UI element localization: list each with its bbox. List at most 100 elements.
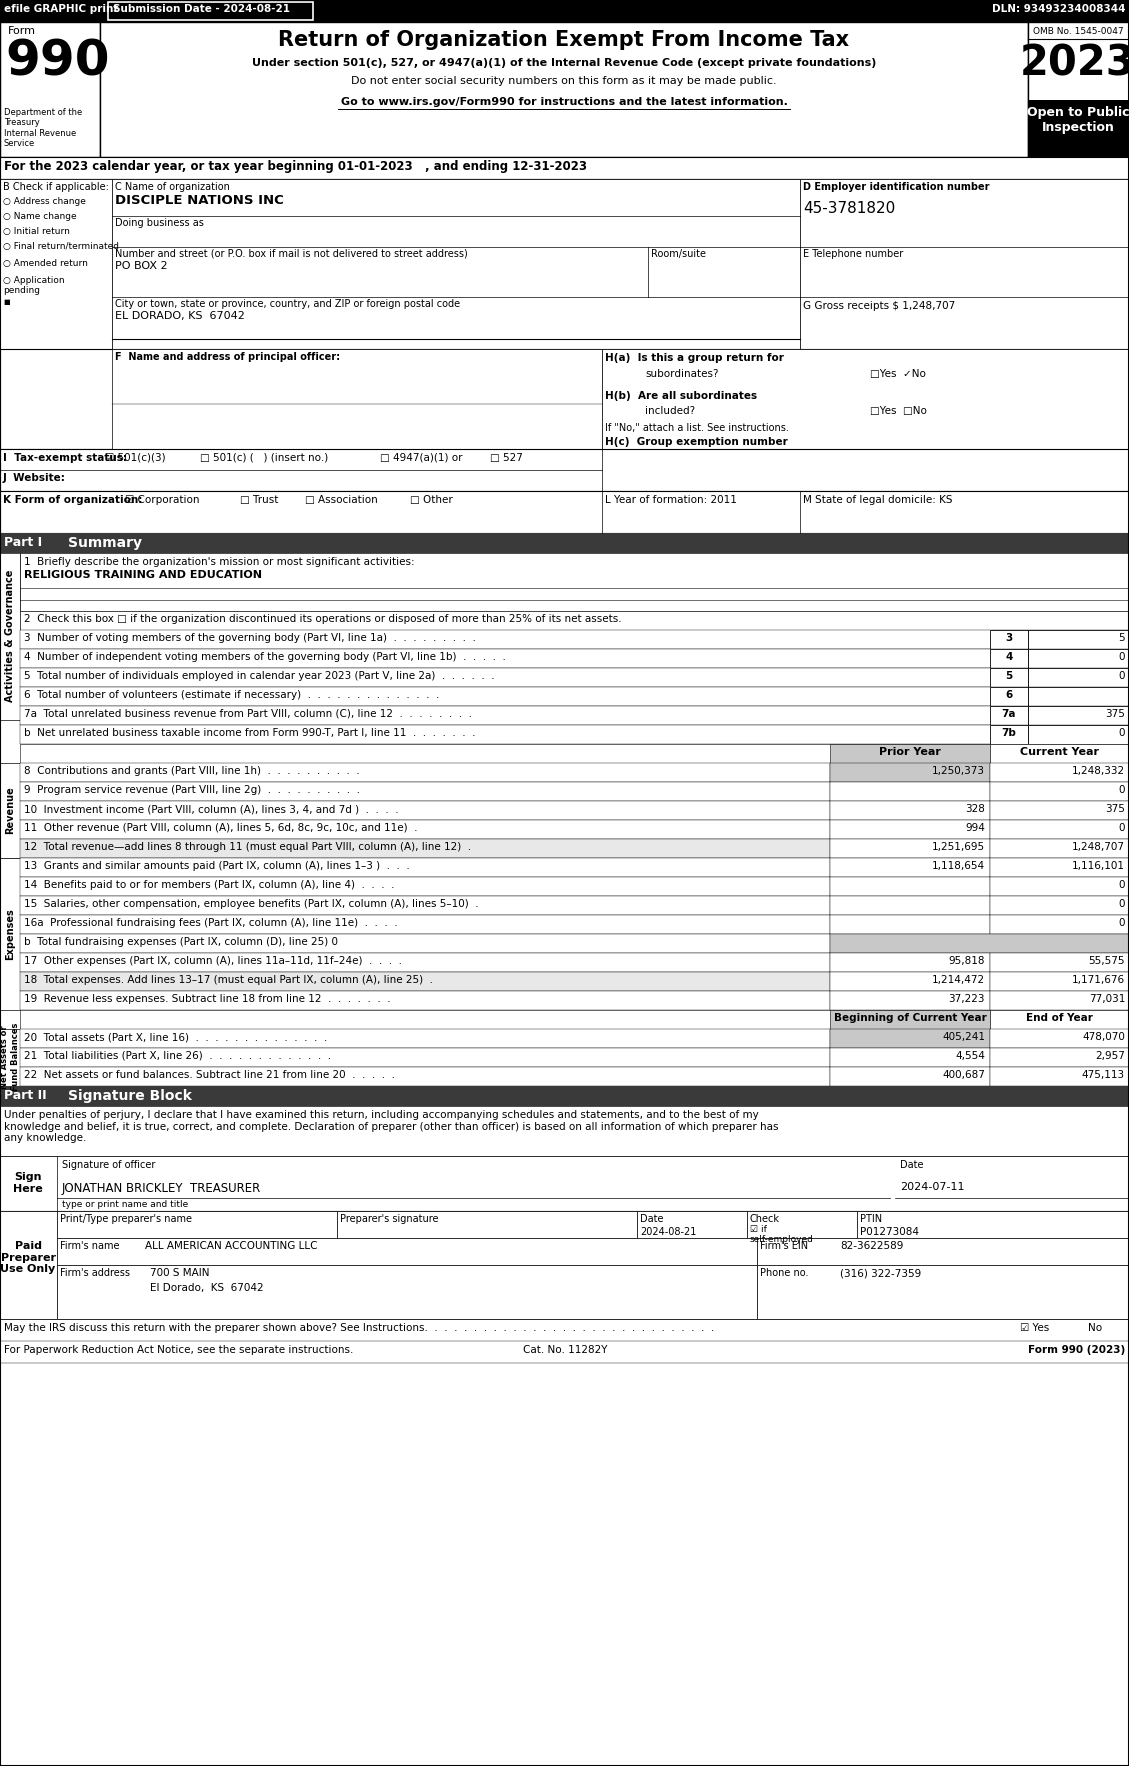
Text: 1,250,373: 1,250,373	[933, 766, 984, 775]
Bar	[0, 1157, 1129, 1211]
Bar	[990, 648, 1029, 668]
Bar	[758, 1264, 1129, 1319]
Bar	[20, 954, 830, 971]
Text: Beginning of Current Year: Beginning of Current Year	[833, 1014, 987, 1023]
Bar	[0, 21, 100, 157]
Bar	[20, 1030, 830, 1047]
Text: 400,687: 400,687	[942, 1070, 984, 1081]
Bar	[100, 21, 1029, 157]
Text: ○ Final return/terminated: ○ Final return/terminated	[3, 242, 119, 251]
Text: □ Trust: □ Trust	[240, 494, 279, 505]
Bar	[1029, 687, 1129, 706]
Text: If "No," attach a list. See instructions.: If "No," attach a list. See instructions…	[605, 424, 789, 433]
Text: 1,118,654: 1,118,654	[931, 862, 984, 871]
Text: 1  Briefly describe the organization's mission or most significant activities:: 1 Briefly describe the organization's mi…	[24, 556, 414, 567]
Text: 478,070: 478,070	[1082, 1031, 1124, 1042]
Text: PO BOX 2: PO BOX 2	[115, 261, 167, 270]
Bar	[1029, 630, 1129, 648]
Bar	[990, 991, 1129, 1010]
Bar	[0, 1319, 1129, 1340]
Text: 0: 0	[1119, 879, 1124, 890]
Text: 6: 6	[1006, 691, 1013, 699]
Bar	[0, 178, 1129, 350]
Text: 13  Grants and similar amounts paid (Part IX, column (A), lines 1–3 )  .  .  .: 13 Grants and similar amounts paid (Part…	[24, 862, 410, 871]
Text: □ Other: □ Other	[410, 494, 453, 505]
Bar	[1029, 648, 1129, 668]
Text: M State of legal domicile: KS: M State of legal domicile: KS	[803, 494, 953, 505]
Text: ☑ if
self-employed: ☑ if self-employed	[750, 1226, 814, 1245]
Bar	[830, 915, 990, 934]
Bar	[20, 668, 1129, 687]
Text: ○ Application
pending: ○ Application pending	[3, 275, 64, 295]
Text: For Paperwork Reduction Act Notice, see the separate instructions.: For Paperwork Reduction Act Notice, see …	[5, 1346, 353, 1355]
Bar	[830, 934, 1129, 954]
Text: 375: 375	[1105, 708, 1124, 719]
Text: □ 4947(a)(1) or: □ 4947(a)(1) or	[380, 454, 463, 463]
Text: included?: included?	[645, 406, 695, 417]
Bar	[990, 858, 1129, 878]
Text: DLN: 93493234008344: DLN: 93493234008344	[991, 4, 1124, 14]
Bar	[20, 1047, 830, 1067]
Bar	[20, 858, 830, 878]
Text: □Yes  ✓No: □Yes ✓No	[870, 369, 926, 380]
Text: Part II: Part II	[5, 1090, 46, 1102]
Bar	[830, 954, 990, 971]
Text: 1,214,472: 1,214,472	[931, 975, 984, 985]
Text: 2  Check this box □ if the organization discontinued its operations or disposed : 2 Check this box □ if the organization d…	[24, 615, 622, 623]
Text: Print/Type preparer's name: Print/Type preparer's name	[60, 1213, 192, 1224]
Bar	[990, 763, 1129, 782]
Text: F  Name and address of principal officer:: F Name and address of principal officer:	[115, 351, 340, 362]
Bar	[990, 687, 1029, 706]
Bar	[990, 668, 1029, 687]
Text: ☑ Yes: ☑ Yes	[1019, 1323, 1049, 1333]
Text: 375: 375	[1105, 804, 1124, 814]
Text: 0: 0	[1119, 823, 1124, 834]
Text: 7b: 7b	[1001, 728, 1016, 738]
Text: 990: 990	[5, 39, 110, 87]
Text: 37,223: 37,223	[948, 994, 984, 1005]
Text: Firm's address: Firm's address	[60, 1268, 130, 1279]
Text: K Form of organization:: K Form of organization:	[3, 494, 142, 505]
Text: ☑ Corporation: ☑ Corporation	[125, 494, 200, 505]
Bar	[830, 802, 990, 819]
Bar	[0, 858, 20, 1010]
Text: 16a  Professional fundraising fees (Part IX, column (A), line 11e)  .  .  .  .: 16a Professional fundraising fees (Part …	[24, 918, 397, 927]
Text: 994: 994	[965, 823, 984, 834]
Text: 4,554: 4,554	[955, 1051, 984, 1061]
Text: 18  Total expenses. Add lines 13–17 (must equal Part IX, column (A), line 25)  .: 18 Total expenses. Add lines 13–17 (must…	[24, 975, 434, 985]
Text: 7a: 7a	[1001, 708, 1016, 719]
Text: El Dorado,  KS  67042: El Dorado, KS 67042	[150, 1284, 264, 1293]
Text: OMB No. 1545-0047: OMB No. 1545-0047	[1033, 26, 1123, 35]
Bar	[20, 895, 830, 915]
Text: Under section 501(c), 527, or 4947(a)(1) of the Internal Revenue Code (except pr: Under section 501(c), 527, or 4947(a)(1)…	[252, 58, 876, 69]
Text: D Employer identification number: D Employer identification number	[803, 182, 989, 192]
Text: 8  Contributions and grants (Part VIII, line 1h)  .  .  .  .  .  .  .  .  .  .: 8 Contributions and grants (Part VIII, l…	[24, 766, 360, 775]
Bar	[1029, 21, 1129, 157]
Bar	[20, 706, 1129, 726]
Bar	[830, 878, 990, 895]
Bar	[602, 350, 1129, 449]
Bar	[20, 611, 1129, 630]
Text: RELIGIOUS TRAINING AND EDUCATION: RELIGIOUS TRAINING AND EDUCATION	[24, 570, 262, 579]
Text: G Gross receipts $ 1,248,707: G Gross receipts $ 1,248,707	[803, 300, 955, 311]
Text: 4: 4	[1005, 652, 1013, 662]
Text: 405,241: 405,241	[942, 1031, 984, 1042]
Bar	[20, 839, 830, 858]
Bar	[990, 802, 1129, 819]
Bar	[830, 782, 990, 802]
Bar	[990, 1030, 1129, 1047]
Bar	[830, 895, 990, 915]
Bar	[56, 1264, 758, 1319]
Bar	[20, 878, 830, 895]
Text: 21  Total liabilities (Part X, line 26)  .  .  .  .  .  .  .  .  .  .  .  .  .: 21 Total liabilities (Part X, line 26) .…	[24, 1051, 331, 1061]
Bar	[990, 1067, 1129, 1086]
Bar	[990, 915, 1129, 934]
Bar	[747, 1211, 857, 1238]
Text: C Name of organization: C Name of organization	[115, 182, 230, 192]
Text: Activities & Governance: Activities & Governance	[5, 570, 15, 703]
Bar	[20, 1067, 830, 1086]
Bar	[0, 1106, 1129, 1157]
Text: Do not enter social security numbers on this form as it may be made public.: Do not enter social security numbers on …	[351, 76, 777, 87]
Text: May the IRS discuss this return with the preparer shown above? See Instructions.: May the IRS discuss this return with the…	[5, 1323, 715, 1333]
Text: Number and street (or P.O. box if mail is not delivered to street address): Number and street (or P.O. box if mail i…	[115, 249, 467, 260]
